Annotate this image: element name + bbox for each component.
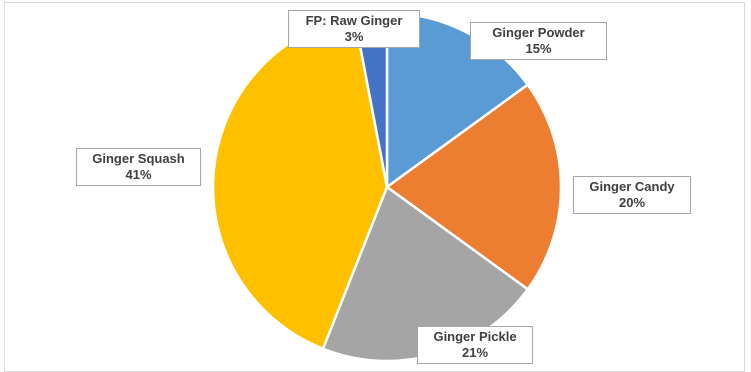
data-label-name: Ginger Squash: [92, 151, 185, 166]
data-label-ginger-powder: Ginger Powder 15%: [470, 22, 607, 60]
data-label-value: 21%: [461, 345, 489, 360]
data-label-name: Ginger Powder: [492, 25, 585, 40]
pie-slice-ginger-candy: [384, 82, 563, 292]
data-label-value: 15%: [525, 41, 552, 56]
data-label-name: Ginger Candy: [589, 179, 675, 194]
data-label-name: Ginger Pickle: [433, 329, 517, 344]
data-label-value: 3%: [344, 29, 364, 44]
data-label-ginger-squash: Ginger Squash 41%: [76, 148, 201, 186]
data-label-name: FP: Raw Ginger: [305, 13, 403, 28]
data-label-ginger-pickle: Ginger Pickle 21%: [417, 326, 533, 364]
pie-slices: [211, 11, 563, 363]
data-label-fp-raw-ginger: FP: Raw Ginger 3%: [288, 10, 420, 48]
data-label-ginger-candy: Ginger Candy 20%: [573, 176, 691, 214]
data-label-value: 20%: [618, 195, 646, 210]
data-label-value: 41%: [125, 167, 152, 182]
